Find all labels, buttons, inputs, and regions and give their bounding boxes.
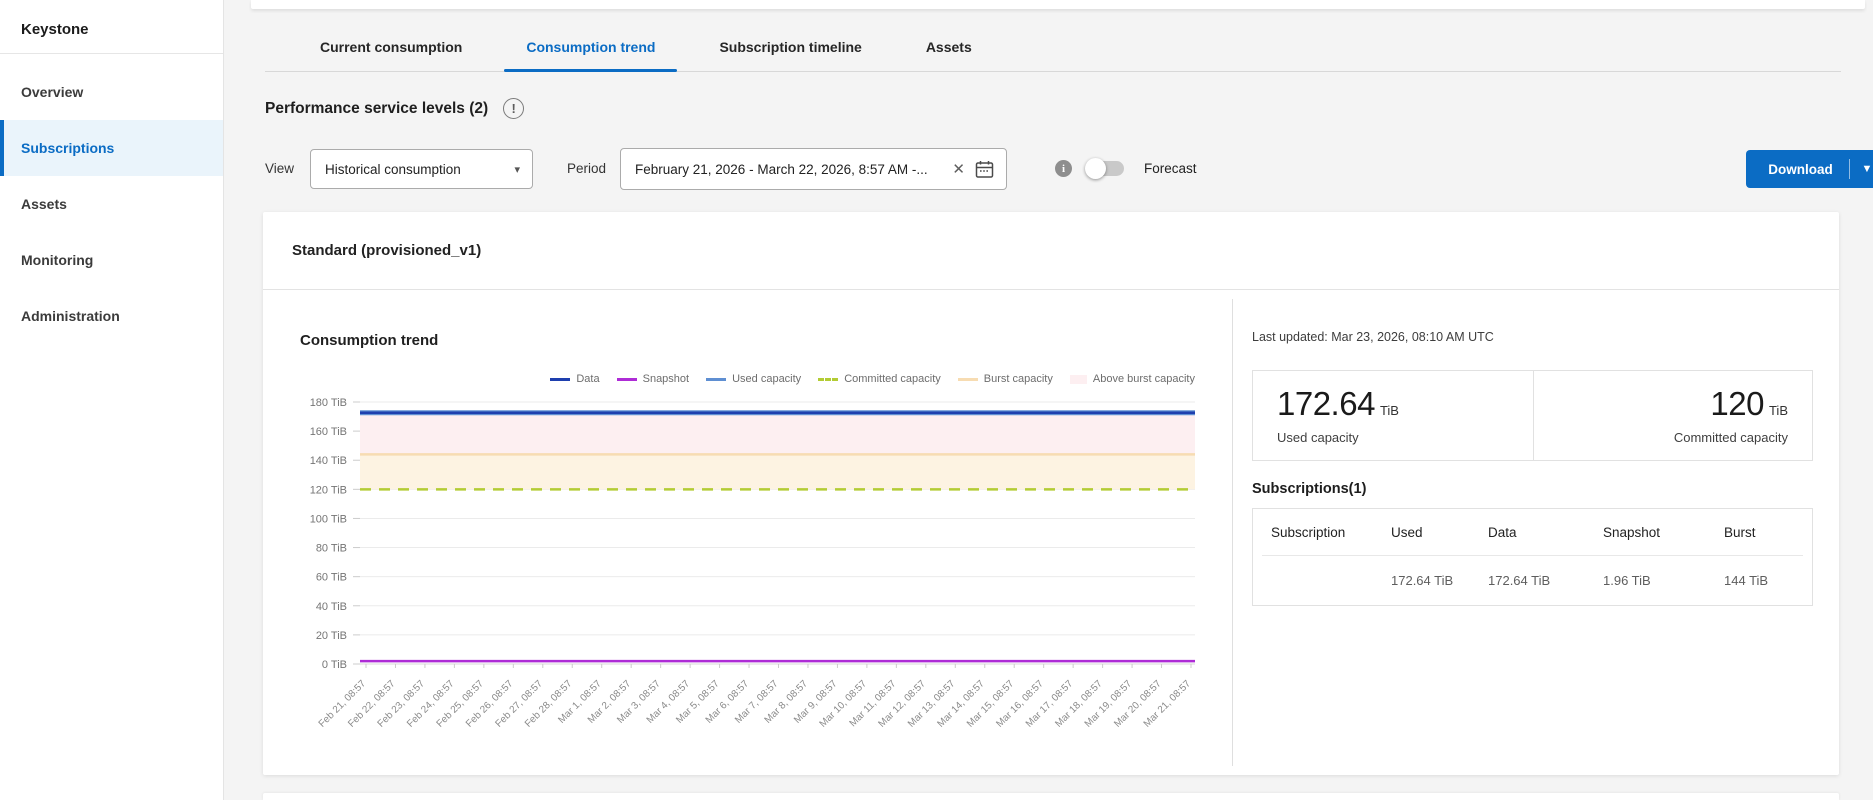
view-select[interactable]: Historical consumption ▾ bbox=[310, 149, 533, 189]
download-button[interactable]: Download ▼ bbox=[1746, 150, 1873, 188]
cell-used: 172.64 TiB bbox=[1391, 573, 1488, 588]
clear-period-icon[interactable]: ✕ bbox=[942, 160, 975, 178]
col-snapshot: Snapshot bbox=[1603, 525, 1724, 540]
committed-capacity-label: Committed capacity bbox=[1558, 430, 1789, 445]
y-tick-label: 180 TiB bbox=[310, 397, 347, 409]
subscriptions-table-header: Subscription Used Data Snapshot Burst bbox=[1253, 509, 1812, 555]
legend-item[interactable]: Above burst capacity bbox=[1070, 373, 1195, 385]
summary-panel: Last updated: Mar 23, 2026, 08:10 AM UTC… bbox=[1252, 290, 1813, 774]
period-input[interactable]: February 21, 2026 - March 22, 2026, 8:57… bbox=[620, 148, 1007, 190]
filter-row: View Historical consumption ▾ Period Feb… bbox=[265, 148, 1873, 192]
period-value: February 21, 2026 - March 22, 2026, 8:57… bbox=[635, 162, 942, 177]
service-level-card-body: Consumption trend DataSnapshotUsed capac… bbox=[263, 290, 1839, 774]
app-root: Keystone Overview Subscriptions Assets M… bbox=[0, 0, 1873, 800]
service-level-card: Standard (provisioned_v1) Consumption tr… bbox=[263, 212, 1839, 775]
cell-burst: 144 TiB bbox=[1724, 573, 1812, 588]
y-tick-label: 120 TiB bbox=[310, 484, 347, 496]
chart-title: Consumption trend bbox=[300, 332, 438, 349]
chart-legend: Data Snapshot Used capacity Committed capac… bbox=[550, 373, 1195, 385]
legend-label: Committed capacity bbox=[844, 373, 941, 385]
used-capacity-label: Used capacity bbox=[1277, 430, 1509, 445]
legend-line-swatch bbox=[706, 378, 726, 381]
sidebar-item-administration[interactable]: Administration bbox=[0, 288, 223, 344]
y-tick-label: 60 TiB bbox=[316, 572, 347, 584]
alert-info-icon[interactable]: ! bbox=[503, 98, 524, 119]
legend-label: Used capacity bbox=[732, 373, 801, 385]
y-tick-label: 100 TiB bbox=[310, 513, 347, 525]
next-card-edge bbox=[263, 793, 1839, 800]
main-content: Current consumption Consumption trend Su… bbox=[224, 0, 1873, 800]
legend-item[interactable]: Used capacity bbox=[706, 373, 801, 385]
forecast-toggle-knob bbox=[1085, 158, 1106, 179]
used-capacity-summary: 172.64 TiB Used capacity bbox=[1253, 371, 1533, 460]
committed-capacity-summary: 120 TiB Committed capacity bbox=[1533, 371, 1813, 460]
y-tick-label: 20 TiB bbox=[316, 630, 347, 642]
legend-label: Snapshot bbox=[643, 373, 689, 385]
used-capacity-unit: TiB bbox=[1380, 403, 1399, 418]
sidebar-divider bbox=[0, 53, 223, 54]
legend-label: Above burst capacity bbox=[1093, 373, 1195, 385]
col-burst: Burst bbox=[1724, 525, 1812, 540]
tab-bar: Current consumption Consumption trend Su… bbox=[288, 28, 1004, 72]
legend-line-swatch bbox=[617, 378, 637, 381]
cell-data: 172.64 TiB bbox=[1488, 573, 1603, 588]
consumption-trend-chart[interactable]: 0 TiB 20 TiB 40 TiB 60 TiB 80 TiB 100 TiB 120 … bbox=[283, 394, 1223, 754]
table-row[interactable]: 172.64 TiB 172.64 TiB 1.96 TiB 144 TiB bbox=[1253, 556, 1812, 605]
legend-item[interactable]: Snapshot bbox=[617, 373, 689, 385]
y-tick-label: 160 TiB bbox=[310, 426, 347, 438]
forecast-toggle[interactable] bbox=[1087, 161, 1124, 176]
committed-capacity-unit: TiB bbox=[1769, 403, 1788, 418]
chevron-down-icon: ▾ bbox=[514, 163, 520, 176]
sidebar-title: Keystone bbox=[0, 0, 223, 53]
view-label: View bbox=[265, 148, 294, 190]
legend-item[interactable]: Data bbox=[550, 373, 599, 385]
used-capacity-value: 172.64 bbox=[1277, 385, 1375, 422]
period-label: Period bbox=[567, 148, 606, 190]
forecast-label: Forecast bbox=[1144, 148, 1197, 190]
legend-label: Burst capacity bbox=[984, 373, 1053, 385]
legend-line-swatch bbox=[818, 378, 838, 381]
sidebar-nav: Overview Subscriptions Assets Monitoring… bbox=[0, 64, 223, 344]
tab-consumption-trend[interactable]: Consumption trend bbox=[494, 28, 687, 72]
legend-line-swatch bbox=[550, 378, 570, 381]
service-level-card-title: Standard (provisioned_v1) bbox=[263, 212, 1839, 290]
y-tick-label: 140 TiB bbox=[310, 455, 347, 467]
chart-fill-region bbox=[360, 454, 1195, 489]
calendar-icon[interactable] bbox=[975, 160, 994, 179]
download-button-label: Download bbox=[1746, 162, 1849, 177]
tab-current-consumption[interactable]: Current consumption bbox=[288, 28, 494, 72]
sidebar-item-assets[interactable]: Assets bbox=[0, 176, 223, 232]
section-head: Performance service levels (2) ! bbox=[265, 98, 524, 119]
tab-assets[interactable]: Assets bbox=[894, 28, 1004, 72]
sidebar-item-monitoring[interactable]: Monitoring bbox=[0, 232, 223, 288]
sidebar-item-overview[interactable]: Overview bbox=[0, 64, 223, 120]
tab-subscription-timeline[interactable]: Subscription timeline bbox=[687, 28, 893, 72]
committed-capacity-value: 120 bbox=[1710, 385, 1764, 422]
last-updated-text: Last updated: Mar 23, 2026, 08:10 AM UTC bbox=[1252, 330, 1494, 344]
legend-item[interactable]: Burst capacity bbox=[958, 373, 1053, 385]
col-data: Data bbox=[1488, 525, 1603, 540]
download-menu-caret-icon[interactable]: ▼ bbox=[1850, 163, 1873, 175]
capacity-summary-box: 172.64 TiB Used capacity 120 TiB Committed… bbox=[1252, 370, 1813, 461]
chart-fill-region bbox=[360, 413, 1195, 455]
subscriptions-title: Subscriptions(1) bbox=[1252, 481, 1366, 497]
card-vertical-divider bbox=[1232, 299, 1233, 766]
scrolled-card-edge bbox=[251, 0, 1865, 9]
legend-item[interactable]: Committed capacity bbox=[818, 373, 941, 385]
cell-snapshot: 1.96 TiB bbox=[1603, 573, 1724, 588]
col-subscription: Subscription bbox=[1271, 525, 1391, 540]
col-used: Used bbox=[1391, 525, 1488, 540]
subscriptions-table: Subscription Used Data Snapshot Burst 17… bbox=[1252, 508, 1813, 606]
page-title: Performance service levels (2) bbox=[265, 100, 488, 118]
view-select-value: Historical consumption bbox=[325, 162, 514, 177]
forecast-info-icon[interactable]: i bbox=[1055, 160, 1072, 177]
y-tick-label: 80 TiB bbox=[316, 543, 347, 555]
sidebar: Keystone Overview Subscriptions Assets M… bbox=[0, 0, 224, 800]
legend-line-swatch bbox=[958, 378, 978, 381]
legend-area-swatch bbox=[1070, 375, 1087, 384]
sidebar-item-subscriptions[interactable]: Subscriptions bbox=[0, 120, 223, 176]
legend-label: Data bbox=[576, 373, 599, 385]
y-tick-label: 40 TiB bbox=[316, 601, 347, 613]
y-tick-label: 0 TiB bbox=[322, 659, 347, 671]
